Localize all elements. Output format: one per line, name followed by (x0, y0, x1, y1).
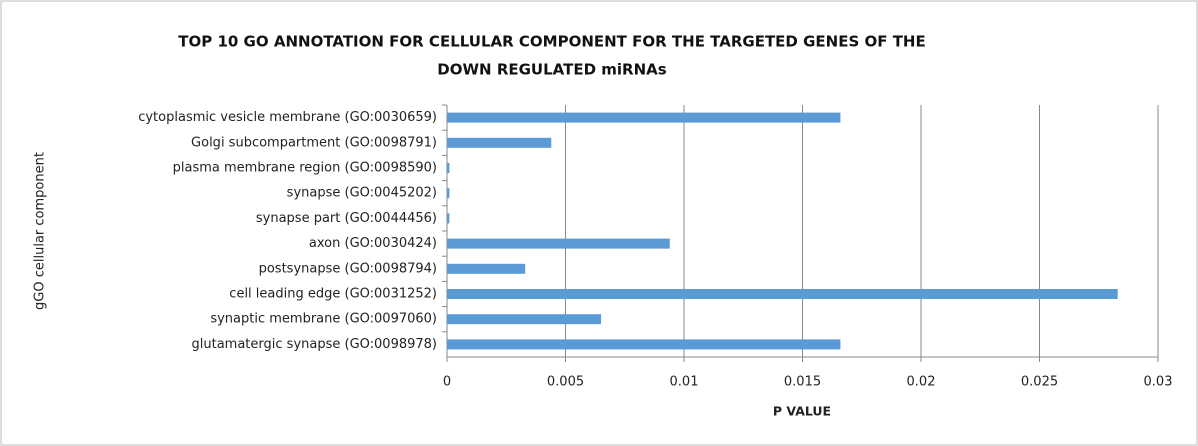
bar (447, 238, 670, 249)
y-tick-label: synaptic membrane (GO:0097060) (210, 312, 437, 327)
bar (447, 137, 552, 148)
y-axis-title: gGO cellular component (33, 152, 48, 310)
bar (447, 163, 450, 173)
x-tick-label: 0 (443, 375, 451, 390)
x-axis-title: P VALUE (773, 404, 831, 419)
chart-title: TOP 10 GO ANNOTATION FOR CELLULAR COMPON… (178, 33, 925, 51)
y-tick-label: glutamatergic synapse (GO:0098978) (192, 337, 437, 352)
x-tick-label: 0.025 (1021, 375, 1058, 390)
bar (447, 263, 526, 274)
x-tick-label: 0.005 (547, 375, 584, 390)
x-tick-label: 0.01 (670, 375, 699, 390)
y-tick-label: axon (GO:0030424) (309, 236, 437, 251)
bar (447, 188, 450, 199)
bar (447, 314, 602, 325)
x-tick-label: 0.015 (784, 375, 821, 390)
bar (447, 339, 841, 350)
x-tick-label: 0.03 (1144, 375, 1173, 390)
y-tick-label: synapse part (GO:0044456) (256, 211, 437, 226)
bar (447, 112, 841, 123)
y-tick-label: cytoplasmic vesicle membrane (GO:0030659… (138, 110, 437, 125)
y-tick-label: Golgi subcompartment (GO:0098791) (191, 135, 437, 150)
y-tick-label: synapse (GO:0045202) (287, 186, 437, 201)
y-tick-label: plasma membrane region (GO:0098590) (173, 161, 437, 176)
y-tick-label: cell leading edge (GO:0031252) (229, 287, 437, 302)
y-tick-label: postsynapse (GO:0098794) (259, 261, 437, 276)
bar (447, 213, 450, 224)
chart-subtitle: DOWN REGULATED miRNAs (437, 61, 666, 79)
x-tick-label: 0.02 (907, 375, 936, 390)
bar (447, 289, 1118, 299)
